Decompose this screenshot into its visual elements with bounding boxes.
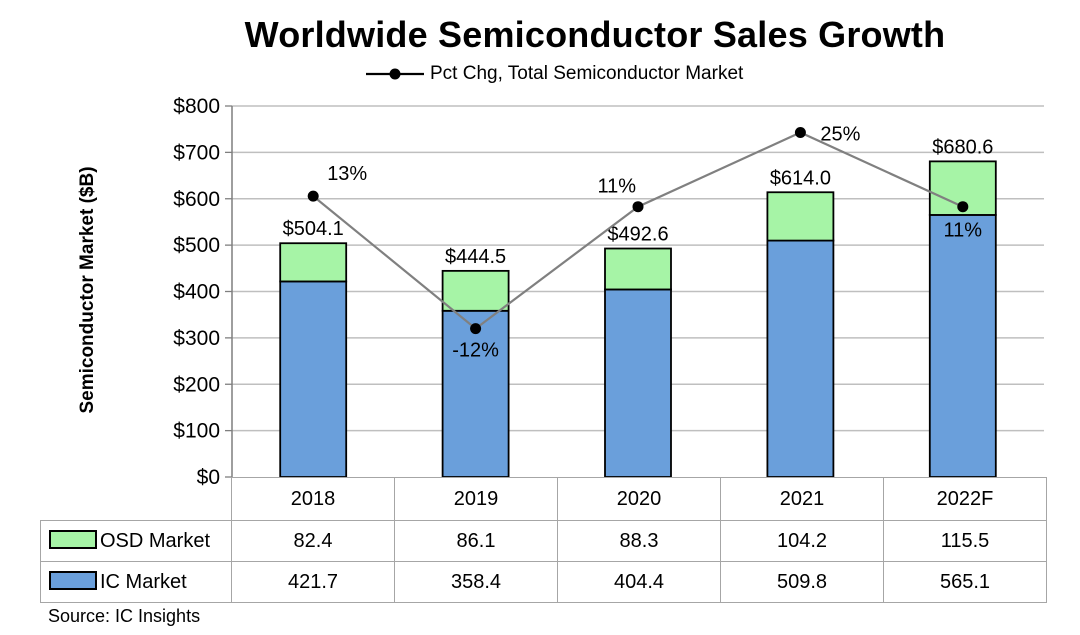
osd-value-2022f: 115.5: [883, 520, 1047, 562]
data-table-header-row: 2018 2019 2020 2021 2022F: [40, 477, 1047, 521]
chart-legend: Pct Chg, Total Semiconductor Market: [366, 62, 743, 86]
pct-label-2018: 13%: [327, 163, 367, 185]
table-header-2020: 2020: [557, 477, 721, 521]
total-label-2022F: $680.6: [932, 136, 993, 158]
y-tick-label: $300: [173, 327, 220, 350]
pct-point-2021: [794, 127, 806, 138]
total-label-2021: $614.0: [770, 167, 831, 189]
row-label-osd: OSD Market: [40, 520, 232, 562]
bar-ic-2019: [441, 309, 510, 478]
data-table-row-ic: IC Market 421.7 358.4 404.4 509.8 565.1: [40, 561, 1047, 603]
legend-line-swatch: [366, 68, 424, 80]
ic-value-2018: 421.7: [231, 561, 395, 603]
bar-ic-2022F: [928, 214, 997, 478]
data-table: 2018 2019 2020 2021 2022F OSD Market 82.…: [40, 477, 1047, 603]
bar-osd-2019: [441, 269, 510, 312]
total-label-2020: $492.6: [607, 224, 668, 246]
legend-line-label: Pct Chg, Total Semiconductor Market: [430, 63, 744, 84]
pct-label-2020: 11%: [597, 176, 636, 198]
pct-point-2018: [307, 190, 319, 202]
y-axis-label: Semiconductor Market ($B): [77, 166, 98, 414]
bar-osd-2021: [766, 191, 835, 242]
row-label-ic: IC Market: [40, 561, 232, 603]
ic-legend-key: [49, 570, 97, 590]
osd-value-2020: 88.3: [557, 520, 721, 562]
pct-point-2019: [470, 323, 482, 335]
pct-point-2022F: [957, 201, 969, 213]
table-header-2021: 2021: [720, 477, 884, 521]
y-tick-label: $400: [173, 281, 220, 304]
bar-ic-2020: [604, 288, 672, 478]
osd-legend-key: [49, 529, 97, 549]
data-table-row-osd: OSD Market 82.4 86.1 88.3 104.2 115.5: [40, 520, 1047, 562]
y-tick-label: $800: [173, 95, 220, 118]
table-header-2018: 2018: [231, 477, 395, 521]
y-tick-label: $200: [173, 373, 220, 396]
total-label-2018: $504.1: [283, 218, 344, 240]
pct-point-2020: [632, 201, 644, 213]
chart-title: Worldwide Semiconductor Sales Growth: [244, 14, 946, 55]
osd-value-2019: 86.1: [394, 520, 558, 562]
y-tick-label: $500: [173, 234, 220, 257]
table-header-2022f: 2022F: [883, 477, 1047, 521]
bar-osd-2020: [604, 247, 672, 291]
table-header-2019: 2019: [394, 477, 558, 521]
bar-osd-2018: [279, 242, 348, 283]
y-tick-label: $100: [173, 420, 220, 443]
y-tick-label: $600: [173, 188, 220, 211]
ic-value-2019: 358.4: [394, 561, 558, 603]
ic-value-2020: 404.4: [557, 561, 721, 603]
ic-value-2022f: 565.1: [883, 561, 1047, 603]
bar-ic-2021: [766, 239, 835, 478]
bar-ic-2018: [279, 280, 348, 478]
pct-label-2022F: 11%: [944, 220, 983, 242]
source-note: Source: IC Insights: [48, 606, 201, 626]
row-label-osd-text: OSD Market: [100, 529, 211, 552]
y-tick-label: $700: [173, 141, 220, 164]
osd-value-2021: 104.2: [720, 520, 884, 562]
total-label-2019: $444.5: [445, 246, 506, 268]
row-label-ic-text: IC Market: [100, 570, 187, 593]
pct-label-2021: 25%: [820, 124, 860, 146]
pct-label-2019: -12%: [452, 340, 499, 362]
ic-value-2021: 509.8: [720, 561, 884, 603]
data-table-corner: [40, 477, 232, 521]
osd-value-2018: 82.4: [231, 520, 395, 562]
